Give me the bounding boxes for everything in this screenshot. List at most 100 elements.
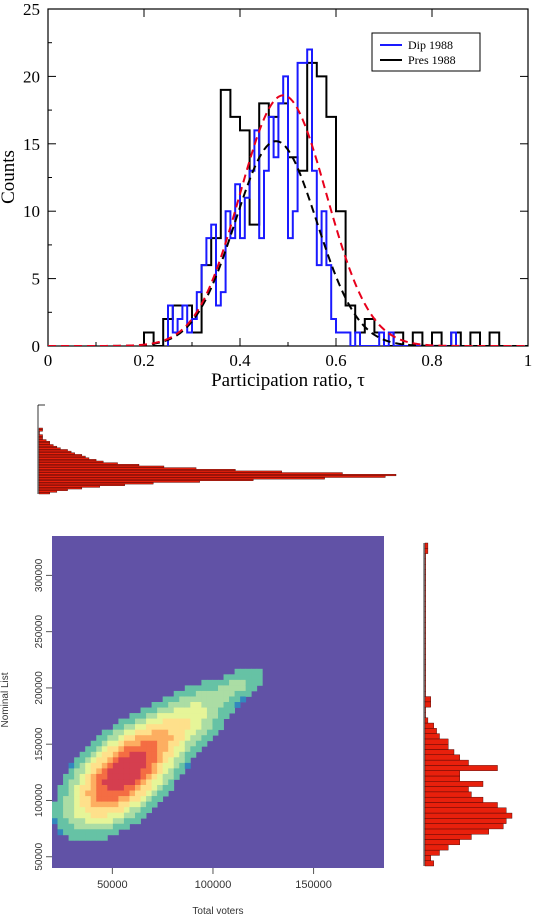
heatmap-cell <box>118 718 125 725</box>
heatmap-cell <box>107 790 114 797</box>
heatmap-cell <box>184 685 191 692</box>
marginal-top-bar <box>38 452 75 455</box>
marginal-right-bar <box>424 849 440 856</box>
marginal-right-bar <box>424 638 426 644</box>
marginal-right-bar <box>424 839 460 846</box>
heatmap-cell <box>212 724 219 731</box>
heatmap-cell <box>157 779 164 786</box>
marginal-right-bar <box>424 781 484 787</box>
heatmap-cell <box>118 746 125 753</box>
heatmap-cell <box>184 724 191 731</box>
heatmap-cell <box>229 679 235 686</box>
heatmap-cell <box>240 685 247 692</box>
heatmap-cell <box>107 751 114 758</box>
hist-series-group <box>48 48 528 346</box>
heatmap-cell <box>57 812 64 819</box>
heatmap-cell <box>140 751 147 758</box>
heatmap-cell <box>79 762 86 769</box>
heatmap-cell <box>168 696 175 703</box>
heatmap-cell <box>101 746 108 753</box>
marginal-right-bar <box>424 685 426 692</box>
heatmap-cell <box>173 762 180 769</box>
heatmap-cell <box>140 773 147 780</box>
heatmap-cell <box>135 785 141 791</box>
heatmap-cell <box>79 796 86 802</box>
heatmap-cell <box>101 779 108 786</box>
heatmap-cell <box>112 751 119 758</box>
heatmap-cell <box>74 768 81 775</box>
heatmap-cell <box>140 762 147 769</box>
heatmap-cell <box>179 735 186 742</box>
heatmap-x-axis-label: Total voters <box>192 906 243 917</box>
heatmap-cell <box>90 773 97 780</box>
heatmap-cell <box>184 696 191 703</box>
heatmap-cell <box>168 768 175 775</box>
heatmap-cell <box>112 762 119 769</box>
heatmap-cell <box>146 801 152 808</box>
heatmap-cell <box>201 740 208 747</box>
heatmap-cell <box>218 713 224 719</box>
heatmap-cell <box>68 762 75 769</box>
heatmap-y-axis-label: Nominal List <box>0 672 11 727</box>
heatmap-cell <box>162 790 169 797</box>
heatmap-axis-ticks: 50000 100000 150000 50000 100000 150000 200000… <box>34 558 332 891</box>
heatmap-cell <box>123 796 130 802</box>
heatmap-cell <box>57 790 64 797</box>
heatmap-x-tick-label: 150000 <box>295 879 332 891</box>
heatmap-cell <box>63 807 69 814</box>
heatmap-cell <box>96 746 103 753</box>
heatmap-cell <box>151 762 158 769</box>
heatmap-cell <box>101 818 108 825</box>
heatmap-cell <box>179 713 186 719</box>
heatmap-cell <box>179 751 186 758</box>
heatmap-cell <box>184 746 191 753</box>
hist-y-axis-label: Counts <box>0 150 19 204</box>
marginal-top-bar <box>38 427 43 430</box>
marginal-top-bar <box>38 485 100 488</box>
heatmap-cell <box>129 757 136 764</box>
heatmap-cell <box>118 823 125 830</box>
heatmap-cell <box>52 801 58 808</box>
heatmap-cell <box>223 685 230 692</box>
heatmap-cell <box>234 696 241 703</box>
heatmap-cell <box>129 768 136 775</box>
heatmap-cell <box>168 773 175 780</box>
heatmap-cell <box>201 735 208 742</box>
heatmap-cell <box>162 735 169 742</box>
heatmap-cell <box>57 829 64 836</box>
heatmap-cell <box>157 796 164 802</box>
heatmap-cell <box>101 773 108 780</box>
heatmap-cell <box>79 751 86 758</box>
heatmap-cell <box>190 740 197 747</box>
hist-x-tick-label: 0.2 <box>133 351 154 370</box>
heatmap-cell <box>90 812 97 819</box>
marginal-top-bar <box>38 436 43 439</box>
heatmap-cell <box>96 790 103 797</box>
heatmap-cell <box>190 690 197 697</box>
hist-x-tick-label: 0.4 <box>229 351 251 370</box>
heatmap-cell <box>129 796 136 802</box>
marginal-right-bar <box>424 632 426 639</box>
heatmap-cell <box>74 812 81 819</box>
hist-x-axis-label: Participation ratio, τ <box>211 370 365 391</box>
heatmap-cell <box>107 829 114 836</box>
heatmap-cell <box>146 785 152 791</box>
marginal-right-bar <box>424 691 426 697</box>
heatmap-cell <box>206 690 213 697</box>
heatmap-cell <box>206 735 213 742</box>
heatmap-cell <box>162 707 169 714</box>
heatmap-cell <box>63 823 69 830</box>
heatmap-cell <box>168 779 175 786</box>
heatmap-cell <box>168 740 175 747</box>
heatmap-cell <box>79 790 86 797</box>
heatmap-cell <box>85 790 92 797</box>
heatmap-cell <box>123 751 130 758</box>
heatmap-cell <box>201 690 208 697</box>
heatmap-cell <box>140 735 147 742</box>
heatmap-cell <box>162 762 169 769</box>
heatmap-cell <box>195 746 202 753</box>
heatmap-cell <box>146 746 152 753</box>
heatmap-cell <box>96 751 103 758</box>
marginal-right-bar <box>424 664 426 671</box>
